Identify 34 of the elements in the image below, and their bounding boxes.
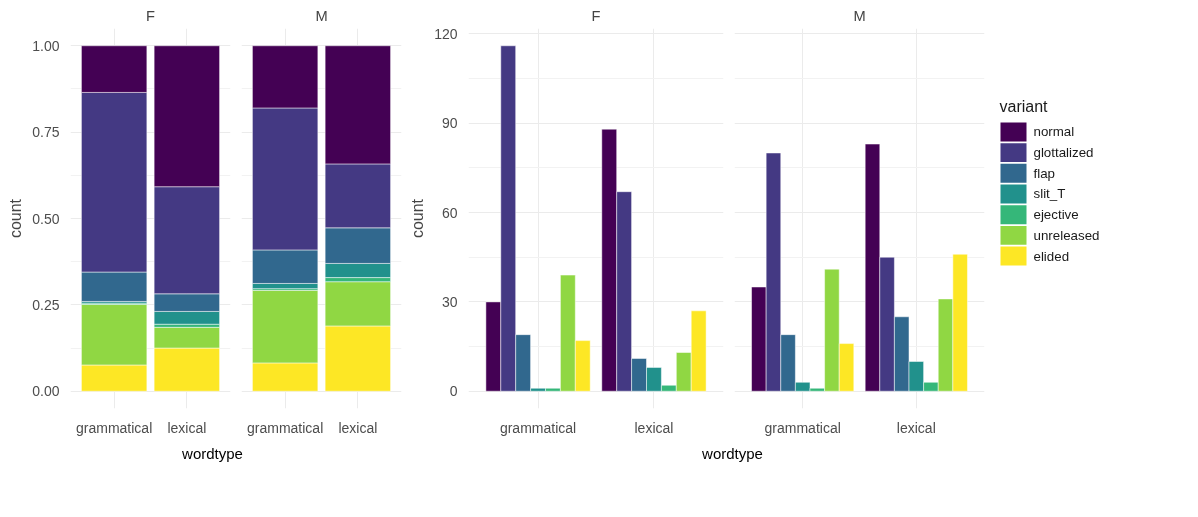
legend-label: elided	[1033, 248, 1070, 264]
chart-title: M	[315, 7, 328, 24]
x-tick-label: lexical	[896, 419, 936, 436]
x-tick-label: grammatical	[76, 419, 153, 436]
legend-label: ejective	[1033, 207, 1079, 223]
y-tick-label: 0.25	[32, 296, 60, 313]
y-tick-label: 0.00	[32, 383, 60, 400]
y-tick-label: 0.50	[32, 210, 60, 227]
legend-label: flap	[1033, 165, 1055, 181]
x-axis-title: wordtype	[182, 444, 243, 464]
x-tick-label: grammatical	[764, 419, 841, 436]
y-tick-label: 90	[441, 115, 458, 132]
chart-title: F	[146, 7, 156, 24]
x-axis-title: wordtype	[702, 444, 763, 464]
x-tick-label: lexical	[634, 419, 674, 436]
chart-title: F	[591, 7, 601, 24]
legend-label: glottalized	[1033, 145, 1094, 161]
y-tick-label: 120	[434, 25, 458, 42]
x-tick-label: grammatical	[499, 419, 577, 436]
y-tick-label: 0	[449, 383, 458, 400]
x-tick-label: lexical	[338, 419, 378, 436]
y-axis-title: count	[7, 198, 25, 239]
y-tick-label: 1.00	[32, 37, 60, 54]
y-tick-label: 0.75	[32, 124, 60, 141]
legend-title: variant	[999, 97, 1049, 115]
legend-label: unreleased	[1033, 227, 1100, 243]
y-tick-label: 60	[441, 204, 458, 221]
y-tick-label: 30	[441, 293, 458, 310]
x-tick-label: lexical	[167, 419, 207, 436]
x-tick-label: grammatical	[247, 419, 324, 436]
legend-label: slit_T	[1033, 186, 1066, 202]
legend-label: normal	[1033, 124, 1075, 140]
y-axis-title: count	[409, 198, 427, 239]
chart-title: M	[853, 7, 866, 24]
